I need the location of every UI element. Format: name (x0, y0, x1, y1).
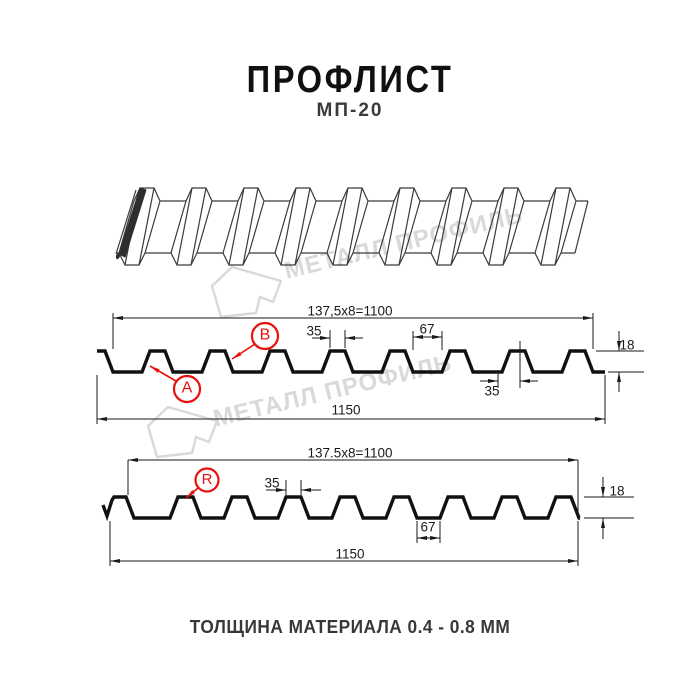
dim-front-valley: 67 (419, 321, 435, 337)
dim-reverse-overall: 1150 (335, 546, 365, 562)
front-dimension-lines (96, 313, 644, 424)
page-title: ПРОФЛИСТ (246, 59, 454, 101)
dim-reverse-rib-top: 35 (264, 475, 280, 491)
dim-reverse-valley: 67 (420, 519, 436, 535)
metall-profil-logo (146, 405, 219, 459)
material-thickness-note: ТОЛЩИНА МАТЕРИАЛА 0.4 - 0.8 ММ (189, 617, 511, 637)
dim-front-pitch: 137,5x8=1100 (307, 303, 393, 319)
metall-profil-logo (210, 265, 283, 319)
reverse-profile-drawing (101, 495, 581, 522)
view-label-r: R (201, 471, 213, 489)
front-profile-drawing (97, 349, 605, 374)
view-label-a: A (181, 379, 193, 397)
dim-front-rib-bottom: 35 (484, 383, 500, 399)
front-view-annotations (149, 321, 280, 404)
view-label-b: B (259, 326, 271, 344)
product-model: МП-20 (316, 100, 384, 121)
dim-reverse-pitch: 137.5x8=1100 (307, 445, 393, 461)
sheet-3d-drawing (115, 187, 589, 266)
dim-front-rib-top: 35 (306, 323, 322, 339)
dim-front-height: 18 (619, 337, 635, 353)
dim-reverse-height: 18 (609, 483, 625, 499)
reverse-view-annotations (185, 467, 220, 499)
reverse-dimension-lines (109, 458, 634, 566)
dim-front-overall: 1150 (331, 402, 361, 418)
